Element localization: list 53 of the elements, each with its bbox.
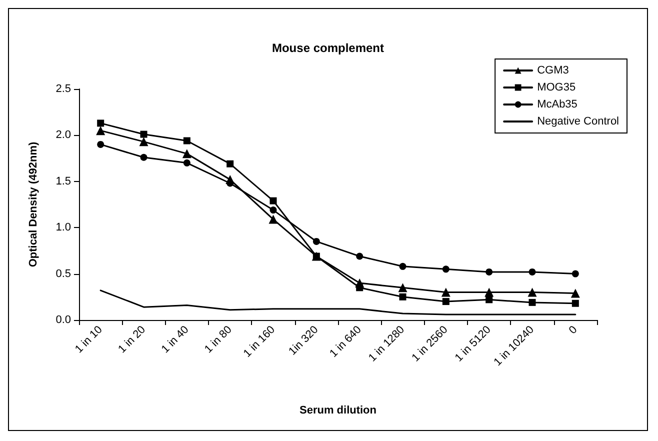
legend-label: MOG35 <box>537 82 576 94</box>
point <box>572 270 579 278</box>
y-tick-label: 2.0 <box>56 129 71 142</box>
point <box>528 298 536 306</box>
point <box>572 300 579 307</box>
point <box>442 266 450 273</box>
line-series <box>100 290 576 316</box>
point <box>97 120 104 127</box>
y-tick-label: 0.0 <box>56 314 71 326</box>
x-tick-label: 1 in 10 <box>73 324 105 356</box>
legend-label: Negative Control <box>537 116 620 128</box>
point <box>486 296 493 304</box>
point <box>570 288 580 298</box>
point <box>183 159 190 166</box>
point <box>226 160 234 168</box>
point <box>399 293 406 300</box>
point <box>486 268 493 276</box>
legend-label: McAb35 <box>537 98 578 110</box>
point <box>97 140 104 148</box>
y-tick-label: 1.5 <box>56 175 71 188</box>
y-tick-label: 1.0 <box>56 222 71 234</box>
point <box>399 262 406 270</box>
point <box>528 268 536 276</box>
point <box>441 288 450 297</box>
x-tick-label: 1in 320 <box>286 324 321 358</box>
x-tick-label: 1 in 20 <box>116 324 148 356</box>
y-tick-label: 0.5 <box>56 268 71 280</box>
point <box>528 288 537 297</box>
chart-title: Mouse complement <box>272 41 384 55</box>
x-tick-label: 1 in 640 <box>328 324 364 360</box>
point <box>182 149 192 158</box>
point <box>270 197 277 204</box>
y-axis-title: Optical Density (492nm) <box>28 142 40 268</box>
x-axis-title: Serum dilution <box>300 404 377 416</box>
point <box>356 252 364 260</box>
y-tick-label: 2.5 <box>56 83 71 95</box>
x-tick-label: 0 <box>566 324 580 337</box>
point <box>226 180 234 187</box>
point <box>140 154 148 161</box>
point <box>183 137 190 144</box>
point <box>140 130 148 138</box>
legend-label: CGM3 <box>537 64 569 76</box>
x-tick-label: 1 in 40 <box>159 324 192 356</box>
point <box>442 298 450 306</box>
point <box>268 214 278 224</box>
point <box>96 126 106 136</box>
point <box>270 206 277 214</box>
x-tick-label: 1 in 160 <box>241 324 278 360</box>
point <box>312 238 320 245</box>
point <box>398 283 408 292</box>
point <box>139 137 148 146</box>
x-tick-label: 1 in 80 <box>202 324 234 356</box>
point <box>356 284 364 292</box>
